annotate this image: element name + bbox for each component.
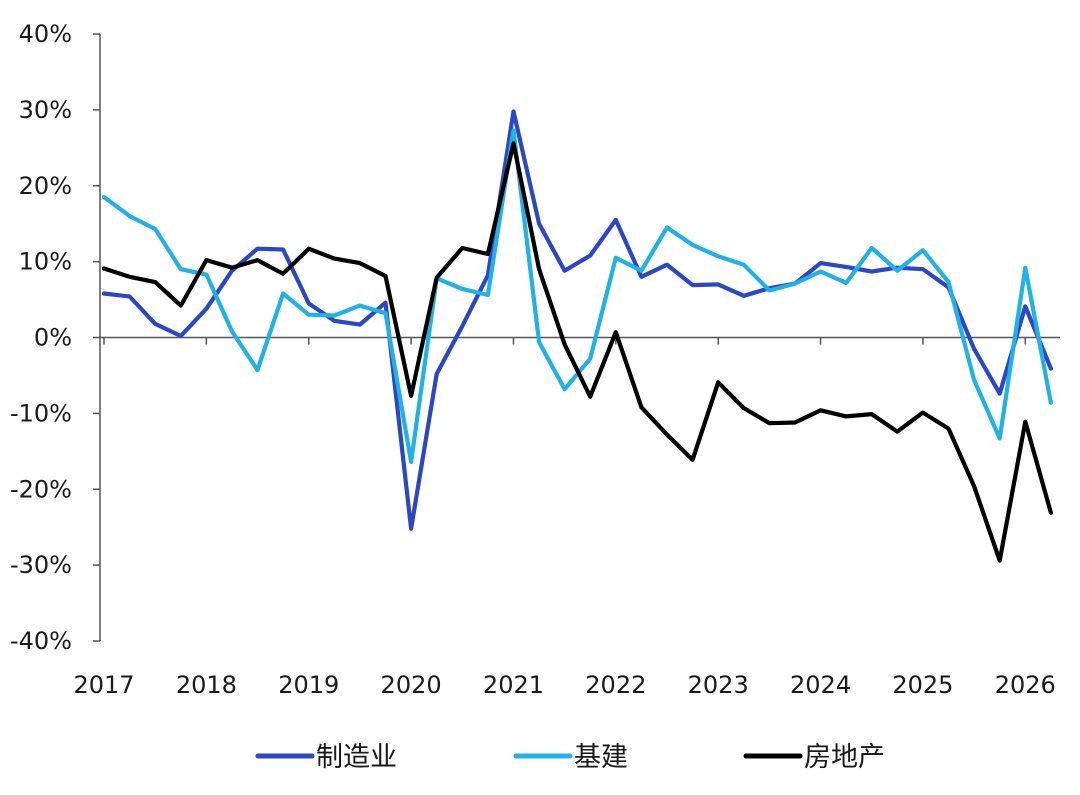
x-tick-label: 2024: [790, 671, 851, 699]
y-tick-label: 40%: [19, 20, 72, 48]
x-tick-label: 2025: [892, 671, 953, 699]
legend-label-2: 基建: [574, 742, 628, 773]
y-tick-label: -30%: [10, 551, 72, 579]
series-line-3: [101, 141, 1053, 563]
y-tick-label: 20%: [19, 172, 72, 200]
legend-label-3: 房地产: [804, 742, 885, 773]
legend: 制造业 基建 房地产: [255, 742, 885, 773]
x-tick-label: 2022: [585, 671, 646, 699]
y-tick-label: 0%: [34, 324, 72, 352]
x-tick-label: 2026: [995, 671, 1056, 699]
series-line-2: [101, 128, 1053, 464]
y-tick-label: -10%: [10, 399, 72, 427]
x-tick-label: 2023: [688, 671, 749, 699]
x-tick-label: 2017: [73, 671, 134, 699]
y-tick-label: -20%: [10, 475, 72, 503]
legend-label-1: 制造业: [316, 742, 397, 773]
x-tick-label: 2020: [381, 671, 442, 699]
series-lines: [101, 109, 1053, 563]
x-tick-label: 2018: [176, 671, 237, 699]
y-tick-label: 30%: [19, 96, 72, 124]
x-tick-label: 2021: [483, 671, 544, 699]
y-tick-label: -40%: [10, 627, 72, 655]
y-tick-label: 10%: [19, 248, 72, 276]
axes: 40% 30% 20% 10% 0% -10% -20% -30% -40%2017 2018 20…: [10, 20, 1060, 699]
series-line-1: [101, 109, 1053, 531]
x-tick-label: 2019: [278, 671, 339, 699]
